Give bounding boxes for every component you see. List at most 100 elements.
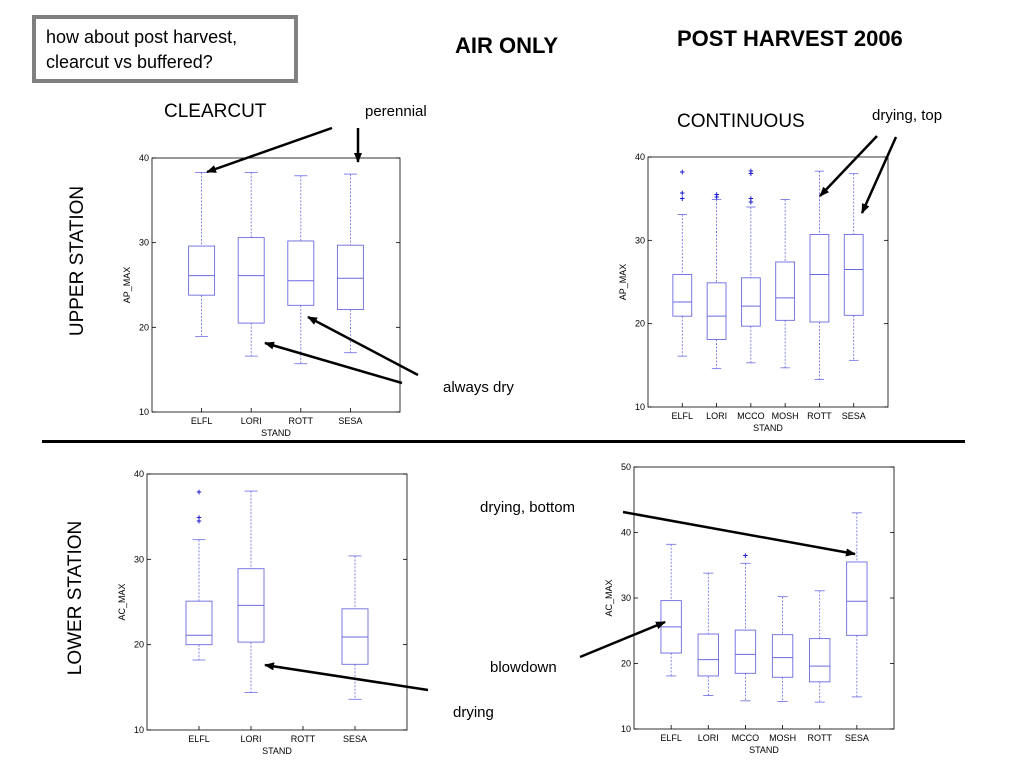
box-rott [287, 175, 315, 365]
iqr-box [237, 237, 265, 324]
x-tick-label: ROTT [291, 734, 316, 744]
x-tick-label: ELFL [188, 734, 210, 744]
y-tick-label: 30 [621, 593, 631, 603]
chart-lower-continuous: 10 20 30 40 50 ELFL LORI MCCO MOSH ROTT SESA STAND A… [604, 462, 895, 755]
post-harvest-title: POST HARVEST 2006 [677, 26, 903, 51]
iqr-box [809, 234, 830, 323]
x-tick-label: ROTT [807, 733, 832, 743]
box-sesa [843, 173, 864, 361]
outlier-point: + [748, 169, 753, 179]
y-tick-label: 40 [621, 528, 631, 538]
x-tick-label: SESA [842, 411, 866, 421]
box-lori [237, 171, 265, 357]
box-lori: ++ [706, 190, 727, 370]
lower-station-label: LOWER STATION [65, 520, 86, 676]
x-tick-label: SESA [338, 416, 362, 426]
outlier-point: + [714, 192, 719, 202]
y-tick-label: 40 [134, 469, 144, 479]
chart-upper-clearcut: 10 20 30 40 ELFL LORI ROTT SESA STAND AP_MAX [122, 153, 401, 438]
y-tick-label: 30 [635, 235, 645, 245]
x-tick-label: ELFL [191, 416, 213, 426]
y-axis-label: AP_MAX [618, 264, 628, 301]
question-box: how about post harvest, clearcut vs buff… [32, 15, 298, 83]
x-tick-label: LORI [241, 416, 262, 426]
iqr-box [336, 244, 364, 311]
annotation-perennial: perennial [365, 103, 427, 120]
x-tick-label: MOSH [769, 733, 796, 743]
box-sesa [341, 555, 369, 700]
y-tick-label: 20 [621, 659, 631, 669]
annotation-drying-bottom: drying, bottom [480, 499, 576, 516]
box-rott [809, 170, 830, 380]
outlier-point: + [748, 194, 753, 204]
y-tick-label: 30 [139, 238, 149, 248]
iqr-box [809, 638, 831, 683]
annotation-blowdown: blowdown [490, 659, 557, 676]
outlier-point: + [748, 197, 753, 207]
x-tick-label: SESA [343, 734, 367, 744]
x-tick-label: LORI [240, 734, 261, 744]
box-mosh [775, 199, 796, 369]
box-elfl [188, 171, 216, 338]
box-mosh [771, 596, 794, 702]
annotation-drying-top: drying, top [872, 107, 943, 124]
x-axis-label: STAND [749, 745, 779, 755]
box-sesa [846, 512, 868, 698]
chart-upper-continuous: 10 20 30 40 ELFL LORI MCCO MOSH ROTT SESA STAND AP_… [618, 152, 889, 433]
continuous-label: CONTINUOUS [677, 111, 805, 132]
y-tick-label: 50 [621, 462, 631, 472]
x-tick-label: MCCO [737, 411, 765, 421]
y-tick-label: 10 [134, 725, 144, 735]
y-tick-label: 40 [635, 152, 645, 162]
iqr-box [843, 234, 864, 316]
x-tick-label: LORI [706, 411, 727, 421]
iqr-box [287, 240, 315, 306]
air-only-title: AIR ONLY [455, 33, 559, 58]
upper-station-label: UPPER STATION [67, 185, 88, 337]
y-tick-label: 10 [635, 402, 645, 412]
plot-frame [647, 156, 889, 408]
x-axis-label: STAND [261, 428, 291, 438]
annotation-always-dry: always dry [443, 379, 514, 396]
x-tick-label: SESA [845, 733, 869, 743]
outlier-point: + [680, 167, 685, 177]
outlier-point: + [743, 550, 748, 560]
x-tick-label: ELFL [672, 411, 694, 421]
iqr-box [185, 600, 213, 646]
outlier-point: + [680, 194, 685, 204]
plot-frame [633, 466, 895, 730]
outlier-point: + [196, 513, 201, 523]
y-tick-label: 20 [134, 640, 144, 650]
box-sesa [336, 173, 364, 354]
question-text: how about post harvest, clearcut vs buff… [46, 27, 238, 72]
box-lori [697, 572, 719, 696]
plot-frame [146, 473, 408, 731]
iqr-box [775, 261, 796, 321]
x-axis-label: STAND [753, 423, 783, 433]
annotation-drying: drying [453, 704, 494, 721]
y-tick-label: 20 [139, 322, 149, 332]
x-tick-label: ROTT [289, 416, 314, 426]
y-axis-label: AC_MAX [117, 583, 127, 620]
outlier-point: + [196, 516, 201, 526]
box-rott [809, 590, 831, 703]
outlier-point: + [714, 190, 719, 200]
box-lori [237, 490, 265, 693]
iqr-box [771, 634, 794, 678]
iqr-box [697, 633, 719, 677]
box-mcco: + [734, 550, 757, 702]
iqr-box [846, 561, 868, 636]
outlier-point: + [748, 166, 753, 176]
y-tick-label: 30 [134, 554, 144, 564]
x-tick-label: LORI [698, 733, 719, 743]
y-axis-label: AP_MAX [122, 267, 132, 304]
box-elfl: +++ [672, 167, 693, 357]
box-elfl [660, 543, 682, 677]
outlier-point: + [680, 188, 685, 198]
y-tick-label: 10 [621, 724, 631, 734]
x-tick-label: ROTT [807, 411, 832, 421]
x-tick-label: MOSH [772, 411, 799, 421]
clearcut-label: CLEARCUT [164, 101, 267, 122]
box-elfl: +++ [185, 487, 213, 661]
